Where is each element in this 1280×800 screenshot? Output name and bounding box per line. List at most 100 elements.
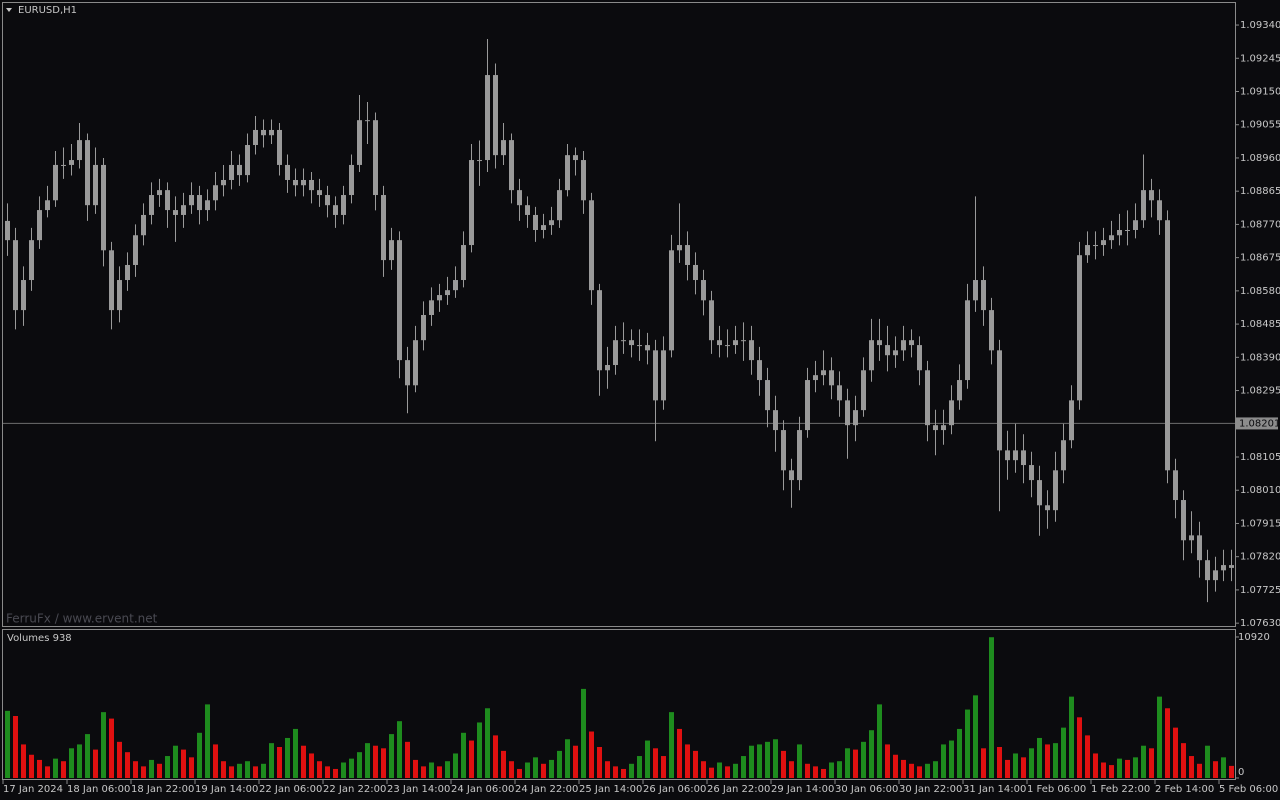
candle-body [1189, 535, 1194, 541]
volume-bar [861, 741, 866, 778]
volume-bar [1037, 737, 1042, 778]
volume-bar [1053, 743, 1058, 778]
candle-body [701, 280, 706, 301]
candle-body [485, 75, 490, 161]
candle-body [341, 195, 346, 215]
volume-bar [1197, 763, 1202, 778]
candle-body [893, 350, 898, 356]
volume-bar [13, 716, 18, 778]
volume-bar [381, 748, 386, 778]
volume-bar [917, 766, 922, 778]
y-tick-label: 1.08580 [1240, 286, 1280, 297]
candle-body [621, 340, 626, 342]
volume-bar [565, 739, 570, 778]
candle-body [85, 140, 90, 206]
candle-body [997, 350, 1002, 451]
candle-body [189, 195, 194, 206]
candle-body [909, 340, 914, 346]
candle-body [661, 350, 666, 401]
volume-bar [893, 754, 898, 778]
candle-body [533, 214, 538, 231]
x-tick-label: 19 Jan 14:00 [195, 784, 258, 795]
candle-body [1053, 470, 1058, 511]
volume-bar [29, 754, 34, 778]
volume-bar [733, 763, 738, 778]
volume-bar [709, 767, 714, 778]
volume-bar [101, 712, 106, 778]
volume-bar [1205, 745, 1210, 778]
volume-bar [781, 750, 786, 778]
y-tick-label: 1.07725 [1240, 585, 1280, 596]
volume-bar [597, 747, 602, 778]
candle-body [453, 280, 458, 291]
volume-bar [797, 744, 802, 778]
candle-body [749, 340, 754, 361]
candle-body [373, 120, 378, 196]
candle-body [741, 340, 746, 342]
candle-body [789, 470, 794, 481]
volume-bar [117, 741, 122, 778]
candle-body [1093, 245, 1098, 247]
candle-body [469, 160, 474, 246]
volume-bar [757, 744, 762, 778]
candle-body [493, 75, 498, 156]
candle-body [21, 280, 26, 311]
x-tick-label: 18 Jan 06:00 [67, 784, 130, 795]
candle-body [541, 225, 546, 231]
volume-bar [133, 761, 138, 778]
volume-bar [205, 704, 210, 778]
candle-body [549, 220, 554, 226]
candle-body [941, 425, 946, 431]
candle-body [69, 160, 74, 165]
volume-bar [773, 739, 778, 778]
volume-bar [165, 756, 170, 778]
volume-bar [413, 759, 418, 778]
y-tick-label: 1.08865 [1240, 186, 1280, 197]
volume-bar [1109, 765, 1114, 778]
candle-body [645, 345, 650, 351]
candle-body [509, 140, 514, 191]
volume-bar [653, 748, 658, 778]
volume-bar [765, 741, 770, 778]
candle-body [1101, 240, 1106, 246]
volume-bar [949, 740, 954, 778]
candle-body [237, 164, 242, 176]
volume-bar [1045, 744, 1050, 778]
candle-body [557, 190, 562, 221]
candle-body [1229, 565, 1234, 568]
volume-bar [525, 762, 530, 778]
menu-arrow[interactable] [6, 8, 12, 12]
volume-bar [533, 757, 538, 778]
candle-body [677, 245, 682, 251]
y-tick-label: 1.08390 [1240, 352, 1280, 363]
volume-bar [901, 759, 906, 778]
volume-bar [61, 761, 66, 778]
volume-bar [317, 761, 322, 778]
volume-bar [605, 761, 610, 778]
volume-bar [341, 762, 346, 778]
volume-bar [621, 768, 626, 778]
candle-body [301, 179, 306, 186]
volume-bar [373, 745, 378, 778]
candle-body [565, 155, 570, 191]
candle-body [589, 200, 594, 291]
candle-body [325, 195, 330, 206]
volume-bar [1125, 759, 1130, 778]
candle-body [709, 300, 714, 341]
volume-bar [461, 732, 466, 778]
candle-body [925, 370, 930, 426]
candle-body [965, 300, 970, 381]
volume-bar [45, 766, 50, 778]
volume-bar [1157, 696, 1162, 778]
x-tick-label: 26 Jan 22:00 [707, 784, 770, 795]
candle-body [757, 360, 762, 381]
candle-body [821, 370, 826, 376]
candle-body [1109, 235, 1114, 241]
volume-bar [21, 744, 26, 778]
candle-body [1061, 440, 1066, 471]
volume-bar [189, 757, 194, 778]
candle-body [773, 410, 778, 431]
volume-bar [389, 734, 394, 778]
volume-bar [789, 761, 794, 778]
